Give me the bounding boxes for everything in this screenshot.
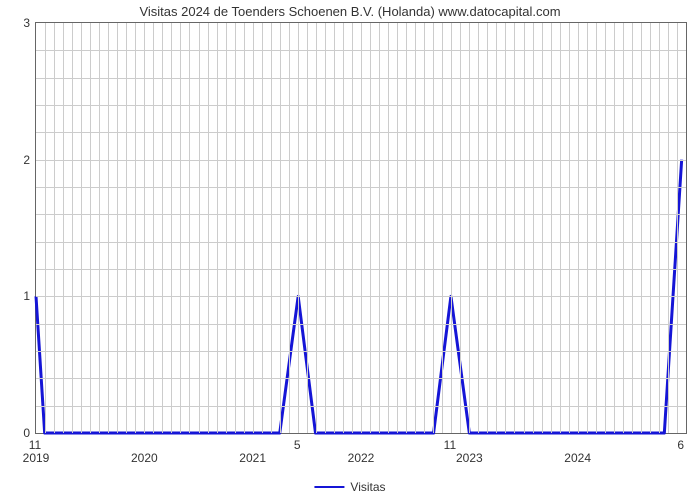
grid-line-v (235, 23, 236, 433)
grid-line-v (406, 23, 407, 433)
grid-line-v (478, 23, 479, 433)
grid-line-v (668, 23, 669, 433)
grid-line-v (505, 23, 506, 433)
x-sub-label: 11 (29, 434, 41, 452)
grid-line-v (677, 23, 678, 433)
grid-line-v (244, 23, 245, 433)
grid-line-v (135, 23, 136, 433)
grid-line-v (514, 23, 515, 433)
grid-line-v (361, 23, 362, 433)
x-tick-label: 2022 (348, 433, 375, 465)
grid-line-v (641, 23, 642, 433)
legend-label: Visitas (350, 480, 385, 494)
grid-line-v (496, 23, 497, 433)
grid-line-v (226, 23, 227, 433)
grid-line-v (199, 23, 200, 433)
grid-line-v (208, 23, 209, 433)
grid-line-v (424, 23, 425, 433)
grid-line-v (180, 23, 181, 433)
x-sub-label: 11 (444, 434, 456, 452)
grid-line-v (569, 23, 570, 433)
grid-line-v (289, 23, 290, 433)
grid-line-v (280, 23, 281, 433)
grid-line-v (298, 23, 299, 433)
grid-line-v (605, 23, 606, 433)
y-tick-label: 3 (23, 16, 36, 30)
grid-line-v (587, 23, 588, 433)
grid-line-v (316, 23, 317, 433)
grid-line-v (144, 23, 145, 433)
y-tick-label: 1 (23, 289, 36, 303)
grid-line-v (415, 23, 416, 433)
grid-line-v (217, 23, 218, 433)
grid-line-v (659, 23, 660, 433)
x-sub-label: 6 (677, 434, 684, 452)
grid-line-v (117, 23, 118, 433)
grid-line-v (370, 23, 371, 433)
x-tick-label: 2020 (131, 433, 158, 465)
grid-line-v (352, 23, 353, 433)
x-sub-label: 5 (294, 434, 301, 452)
grid-line-v (614, 23, 615, 433)
grid-line-v (379, 23, 380, 433)
grid-line-v (460, 23, 461, 433)
grid-line-v (650, 23, 651, 433)
grid-line-v (81, 23, 82, 433)
grid-line-v (442, 23, 443, 433)
y-tick-label: 2 (23, 153, 36, 167)
grid-line-v (596, 23, 597, 433)
grid-line-v (451, 23, 452, 433)
grid-line-v (189, 23, 190, 433)
legend: Visitas (314, 480, 385, 494)
grid-line-v (307, 23, 308, 433)
grid-line-v (54, 23, 55, 433)
grid-line-v (433, 23, 434, 433)
chart-container: Visitas 2024 de Toenders Schoenen B.V. (… (0, 0, 700, 500)
grid-line-v (343, 23, 344, 433)
grid-line-v (388, 23, 389, 433)
grid-line-v (262, 23, 263, 433)
x-tick-label: 2024 (564, 433, 591, 465)
grid-line-v (108, 23, 109, 433)
grid-line-v (524, 23, 525, 433)
grid-line-v (542, 23, 543, 433)
grid-line-v (63, 23, 64, 433)
legend-swatch (314, 486, 344, 488)
grid-line-v (99, 23, 100, 433)
grid-line-v (397, 23, 398, 433)
grid-line-v (325, 23, 326, 433)
grid-line-v (578, 23, 579, 433)
x-tick-label: 2021 (239, 433, 266, 465)
grid-line-v (623, 23, 624, 433)
grid-line-v (90, 23, 91, 433)
grid-line-v (253, 23, 254, 433)
chart-title: Visitas 2024 de Toenders Schoenen B.V. (… (0, 4, 700, 19)
grid-line-v (171, 23, 172, 433)
grid-line-v (126, 23, 127, 433)
grid-line-v (533, 23, 534, 433)
grid-line-v (72, 23, 73, 433)
grid-line-v (271, 23, 272, 433)
grid-line-v (551, 23, 552, 433)
grid-line-v (45, 23, 46, 433)
grid-line-v (632, 23, 633, 433)
grid-line-v (162, 23, 163, 433)
grid-line-v (560, 23, 561, 433)
x-tick-label: 2023 (456, 433, 483, 465)
grid-line-v (487, 23, 488, 433)
grid-line-v (153, 23, 154, 433)
grid-line-v (469, 23, 470, 433)
grid-line-v (334, 23, 335, 433)
plot-area: 0123201920202021202220232024 (35, 22, 687, 434)
